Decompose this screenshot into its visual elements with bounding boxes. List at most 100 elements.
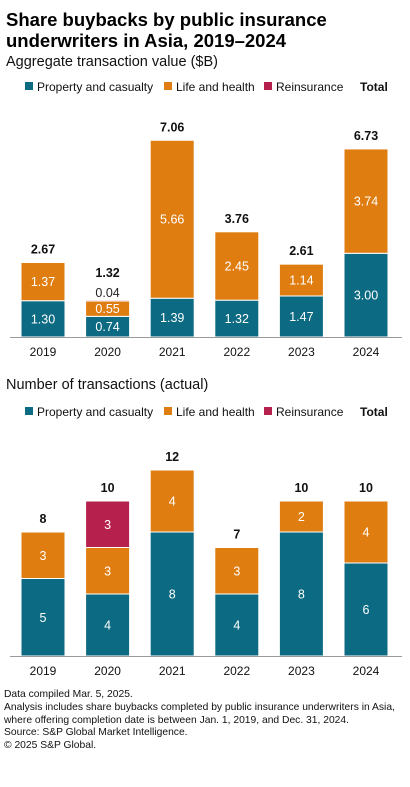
data-label-life: 3: [40, 549, 47, 563]
legend-item-reinsurance: Reinsurance: [264, 405, 343, 419]
footnote-analysis: Analysis includes share buybacks complet…: [4, 701, 395, 726]
legend-label-reinsurance: Reinsurance: [276, 405, 344, 419]
footnotes: Data compiled Mar. 5, 2025. Analysis inc…: [4, 689, 404, 753]
x-tick-label: 2023: [288, 664, 315, 678]
total-label: 10: [294, 481, 308, 495]
data-label-life: 1.37: [31, 275, 55, 289]
bar-life: [149, 469, 195, 533]
legend-label-property: Property and casualty: [37, 405, 154, 419]
legend-label-reinsurance: Reinsurance: [276, 80, 344, 94]
data-label-life: 3: [233, 564, 240, 578]
data-label-property: 1.32: [225, 312, 249, 326]
legend-swatch-life: [164, 82, 172, 90]
chart-2-title: Number of transactions (actual): [6, 377, 209, 393]
chart-2-plot: 5 3 8 2019 4 3 3 10 2020 8 4 12 2021 4 3 7 2022 8 2 10 2023 6…: [10, 450, 402, 678]
bar-life: [149, 139, 195, 299]
legend-item-life: Life and health: [164, 80, 255, 94]
bar-life: [214, 231, 260, 301]
bar-property: [214, 299, 260, 338]
bar-reinsurance: [85, 500, 131, 548]
total-label: 1.32: [95, 266, 119, 280]
legend-swatch-reinsurance: [264, 82, 272, 90]
data-label-life: 3.74: [354, 195, 378, 209]
legend-swatch-reinsurance: [264, 407, 272, 415]
data-label-property: 1.30: [31, 312, 55, 326]
data-label-life: 3: [104, 564, 111, 578]
total-label: 7: [233, 528, 240, 542]
bar-property: [149, 297, 195, 338]
data-label-property: 3.00: [354, 289, 378, 303]
x-tick-label: 2020: [94, 664, 121, 678]
data-label-reinsurance: 0.04: [95, 286, 119, 300]
total-label: 12: [165, 450, 179, 464]
x-tick-label: 2023: [288, 345, 315, 359]
bar-property: [278, 295, 324, 338]
x-tick-label: 2022: [223, 664, 250, 678]
x-tick-label: 2024: [353, 664, 380, 678]
bar-life: [214, 547, 260, 595]
legend-total: Total: [360, 405, 388, 419]
x-tick-label: 2019: [30, 664, 57, 678]
page-title: Share buybacks by public insurance under…: [6, 9, 327, 51]
legend-label-life: Life and health: [176, 80, 255, 94]
data-label-property: 4: [104, 619, 111, 633]
bar-property: [20, 578, 66, 657]
legend-swatch-life: [164, 407, 172, 415]
total-label: 2.67: [31, 242, 55, 256]
legend-total: Total: [360, 80, 388, 94]
total-label: 6.73: [354, 129, 378, 143]
bar-property: [149, 531, 195, 657]
bar-reinsurance: [85, 299, 131, 302]
x-tick-label: 2021: [159, 664, 186, 678]
bar-life: [278, 263, 324, 297]
legend-item-property: Property and casualty: [25, 80, 153, 94]
bar-property: [278, 531, 324, 657]
data-label-property: 1.39: [160, 311, 184, 325]
bar-life: [20, 531, 66, 579]
data-label-property: 0.74: [95, 320, 119, 334]
bar-property: [85, 593, 131, 657]
data-label-life: 2: [298, 510, 305, 524]
data-label-property: 5: [40, 611, 47, 625]
footnote-source: Source: S&P Global Market Intelligence.: [4, 727, 188, 739]
data-label-property: 4: [233, 619, 240, 633]
bar-property: [214, 593, 260, 657]
x-tick-label: 2024: [353, 345, 380, 359]
data-label-life: 5.66: [160, 213, 184, 227]
data-label-life: 4: [363, 526, 370, 540]
data-label-life: 4: [169, 495, 176, 509]
legend-item-reinsurance: Reinsurance: [264, 80, 343, 94]
chart-1-title: Aggregate transaction value ($B): [6, 54, 218, 70]
bar-life: [85, 547, 131, 595]
chart-1-legend: Property and casualty Life and health Re…: [25, 80, 401, 96]
total-label: 10: [101, 481, 115, 495]
total-label: 10: [359, 481, 373, 495]
bar-life: [20, 261, 66, 302]
x-tick-label: 2019: [30, 345, 57, 359]
legend-item-property: Property and casualty: [25, 405, 153, 419]
data-label-life: 0.55: [95, 302, 119, 316]
bar-life: [278, 500, 324, 533]
bar-life: [343, 500, 389, 564]
data-label-property: 8: [169, 588, 176, 602]
legend-swatch-property: [25, 407, 33, 415]
x-tick-label: 2021: [159, 345, 186, 359]
data-label-reinsurance: 3: [104, 518, 111, 532]
data-label-property: 1.47: [289, 310, 313, 324]
legend-label-property: Property and casualty: [37, 80, 154, 94]
footnote-compiled: Data compiled Mar. 5, 2025.: [4, 689, 133, 700]
total-label: 8: [40, 512, 47, 526]
legend-item-life: Life and health: [164, 405, 255, 419]
total-label: 3.76: [225, 212, 249, 226]
total-label: 7.06: [160, 120, 184, 134]
legend-swatch-property: [25, 82, 33, 90]
footnote-copyright: © 2025 S&P Global.: [4, 740, 97, 752]
data-label-property: 8: [298, 588, 305, 602]
chart-2-legend: Property and casualty Life and health Re…: [25, 405, 401, 421]
bar-life: [343, 148, 389, 254]
chart-1-plot: 1.30 1.37 2.67 2019 0.74 0.55 0.04 1.32 2020 1.39…: [10, 120, 402, 359]
total-label: 2.61: [289, 244, 313, 258]
bar-property: [20, 300, 66, 338]
data-label-life: 1.14: [289, 274, 313, 288]
legend-label-life: Life and health: [176, 405, 255, 419]
